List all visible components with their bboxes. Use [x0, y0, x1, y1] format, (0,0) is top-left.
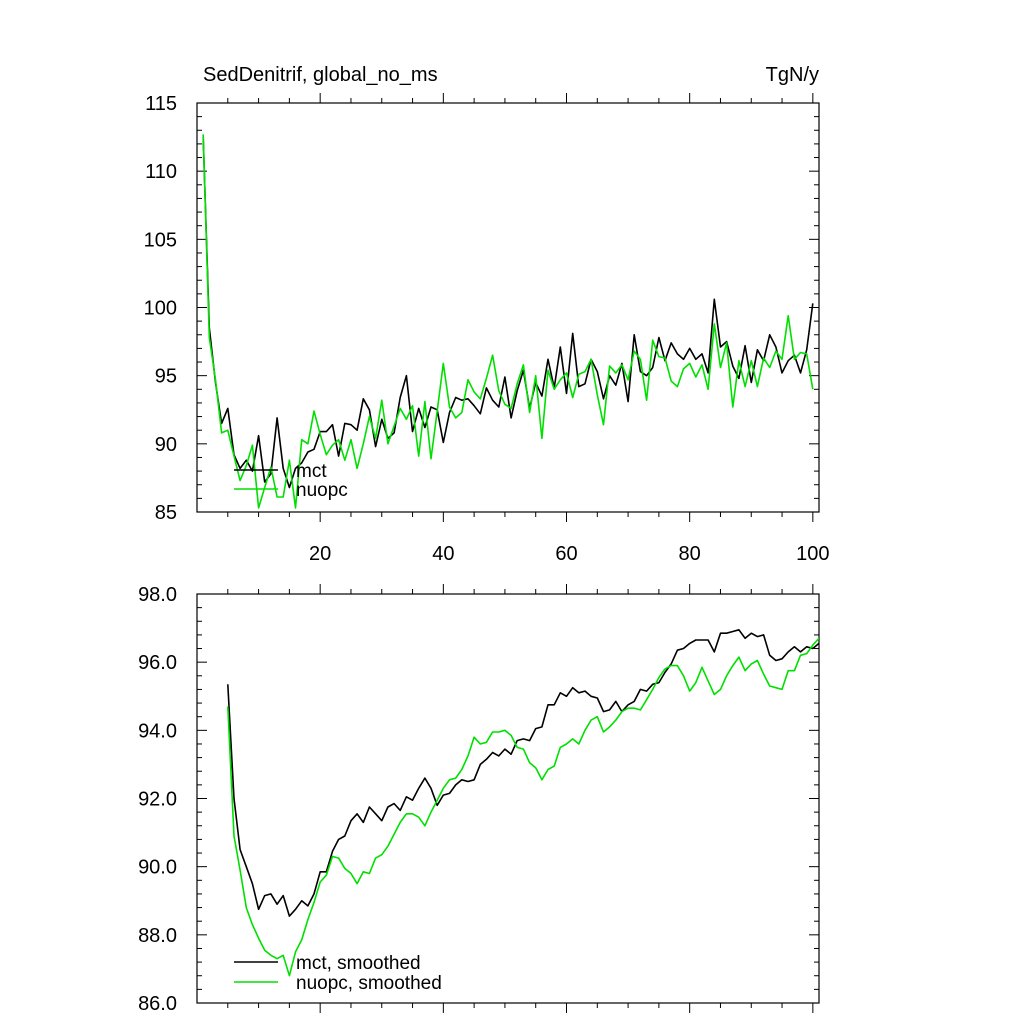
bottom-legend-label-mct-smoothed: mct, smoothed [296, 953, 421, 974]
top-ytick-label: 100 [144, 298, 177, 320]
top-xtick-label: 20 [309, 543, 331, 565]
top-legend-label-mct: mct [296, 461, 327, 482]
bottom-ytick-label: 94.0 [138, 720, 177, 742]
top-ytick-label: 105 [144, 229, 177, 251]
top-xtick-label: 60 [555, 543, 577, 565]
bottom-panel: 86.0 88.0 90.0 92.0 94.0 96.0 98.0 mct, smooth… [138, 584, 820, 1015]
bottom-series-mct-smoothed [227, 628, 819, 917]
top-chart-title: SedDenitrif, global_no_ms [203, 64, 438, 86]
bottom-axis-ticks: 86.0 88.0 90.0 92.0 94.0 96.0 98.0 [138, 584, 819, 1015]
bottom-legend-label-nuopc-smoothed: nuopc, smoothed [296, 973, 442, 994]
bottom-ytick-label: 86.0 [138, 993, 177, 1015]
bottom-plot-frame [196, 593, 820, 1004]
top-ytick-label: 90 [155, 434, 177, 456]
bottom-series-lines [227, 628, 819, 977]
top-chart-units: TgN/y [766, 64, 819, 86]
top-panel: SedDenitrif, global_no_ms TgN/y 85 90 95 10… [144, 64, 830, 565]
top-ytick-label: 110 [145, 161, 177, 183]
top-legend-label-nuopc: nuopc [296, 480, 348, 501]
top-ytick-label: 85 [155, 502, 177, 524]
top-ytick-label: 115 [145, 93, 177, 115]
bottom-series-nuopc-smoothed [227, 637, 819, 977]
top-xtick-label: 80 [679, 543, 701, 565]
top-series-mct [202, 137, 814, 489]
bottom-ytick-label: 90.0 [138, 857, 177, 879]
top-xtick-label: 100 [796, 543, 829, 565]
top-axis-ticks: 85 90 95 100 105 110 115 20 40 60 80 100 [144, 93, 830, 565]
bottom-ytick-label: 98.0 [138, 584, 177, 606]
bottom-ytick-label: 92.0 [138, 789, 177, 811]
bottom-ytick-label: 88.0 [138, 925, 177, 947]
top-ytick-label: 95 [155, 366, 177, 388]
top-series-nuopc [202, 134, 814, 509]
top-xtick-label: 40 [432, 543, 454, 565]
top-plot-frame [196, 102, 820, 513]
top-series-lines [202, 134, 814, 509]
bottom-ytick-label: 96.0 [138, 652, 177, 674]
